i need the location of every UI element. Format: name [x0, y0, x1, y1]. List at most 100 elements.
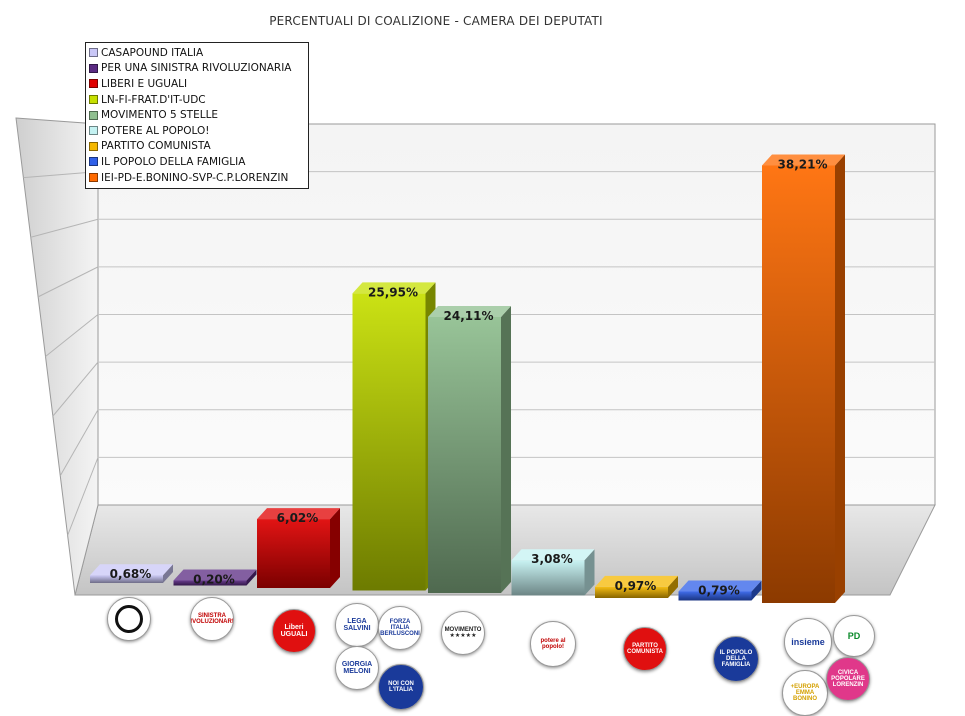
data-label-1: 0,20% — [193, 573, 235, 587]
partito-comunista-logo: PARTITO COMUNISTA — [623, 627, 667, 671]
casapound-logo — [107, 597, 151, 641]
popolo-famiglia-logo-text: IL POPOLO DELLA FAMIGLIA — [719, 650, 753, 668]
bar-front — [678, 591, 752, 601]
fratelli-italia-logo: GIORGIA MELONI — [335, 646, 379, 690]
movimento-5-stelle-logo: MOVIMENTO ★★★★★ — [441, 611, 485, 655]
civica-popolare-logo: CIVICA POPOLARE LORENZIN — [826, 657, 870, 701]
pd-logo-text: PD — [847, 630, 861, 641]
data-label-0: 0,68% — [110, 567, 152, 581]
potere-al-popolo-logo: potere al popolo! — [530, 621, 576, 667]
civica-popolare-logo-text: CIVICA POPOLARE LORENZIN — [831, 670, 865, 688]
bar-1 — [173, 569, 257, 586]
bar-side — [163, 564, 173, 583]
bar-front — [595, 586, 668, 598]
chart-title: PERCENTUALI DI COALIZIONE - CAMERA DEI D… — [269, 14, 603, 28]
liberi-uguali-logo-text: Liberi UGUALI — [280, 624, 308, 638]
lega-salvini-logo-text: LEGA SALVINI — [343, 618, 371, 632]
bar-side — [751, 580, 762, 601]
legend-item: POTERE AL POPOLO! — [89, 123, 305, 139]
legend-swatch — [89, 173, 98, 183]
legend-item: IL POPOLO DELLA FAMIGLIA — [89, 154, 305, 170]
noi-con-italia-logo: NOI CON L'ITALIA — [378, 664, 424, 710]
bar-top — [595, 575, 678, 587]
legend-item: LN-FI-FRAT.D'IT-UDC — [89, 92, 305, 108]
bar-top — [173, 569, 257, 581]
data-label-4: 24,11% — [444, 309, 494, 323]
legend-label: PARTITO COMUNISTA — [101, 140, 211, 153]
bar-side — [668, 575, 678, 598]
forza-italia-logo: FORZA ITALIA BERLUSCONI — [378, 606, 422, 650]
legend-label: IEI-PD-E.BONINO-SVP-C.P.LORENZIN — [101, 171, 289, 184]
legend-label: CASAPOUND ITALIA — [101, 46, 204, 59]
popolo-famiglia-logo: IL POPOLO DELLA FAMIGLIA — [713, 636, 759, 682]
bar-top — [678, 580, 762, 592]
legend-label: PER UNA SINISTRA RIVOLUZIONARIA — [101, 62, 292, 75]
legend-swatch — [89, 48, 98, 58]
movimento-5-stelle-logo-text: MOVIMENTO ★★★★★ — [444, 627, 482, 639]
legend-item: MOVIMENTO 5 STELLE — [89, 107, 305, 123]
bar-7 — [678, 580, 762, 601]
bar-front — [511, 560, 585, 596]
legend-swatch — [89, 110, 98, 120]
bar-top — [511, 549, 595, 561]
bar-front — [173, 580, 247, 586]
bar-top — [428, 305, 511, 317]
piu-europa-logo: +EUROPA EMMA BONINO — [782, 670, 828, 716]
insieme-logo-text: insieme — [791, 636, 825, 647]
legend-swatch — [89, 79, 98, 89]
legend-swatch — [89, 95, 98, 105]
pd-logo: PD — [833, 615, 875, 657]
lega-salvini-logo: LEGA SALVINI — [335, 603, 379, 647]
legend-swatch — [89, 141, 98, 151]
bar-top — [90, 564, 173, 576]
legend-swatch — [89, 157, 98, 167]
bar-front — [90, 575, 163, 583]
insieme-logo: insieme — [784, 618, 832, 666]
bar-side — [835, 154, 845, 604]
fratelli-italia-logo-text: GIORGIA MELONI — [341, 661, 373, 675]
legend-item: CASAPOUND ITALIA — [89, 45, 305, 61]
bar-2 — [257, 508, 340, 588]
bar-side — [501, 305, 511, 593]
data-label-5: 3,08% — [531, 552, 573, 566]
data-label-8: 38,21% — [778, 157, 828, 171]
bar-front — [257, 519, 330, 588]
bar-top — [257, 508, 340, 520]
legend-label: LN-FI-FRAT.D'IT-UDC — [101, 93, 206, 106]
bar-8 — [762, 154, 845, 604]
bar-4 — [428, 305, 511, 593]
legend-item: LIBERI E UGUALI — [89, 76, 305, 92]
bar-side — [584, 549, 595, 596]
data-label-6: 0,97% — [615, 579, 657, 593]
bar-front — [762, 165, 835, 604]
bar-3 — [352, 282, 436, 591]
legend-label: POTERE AL POPOLO! — [101, 124, 210, 137]
sinistra-rivoluzionaria-logo-text: SINISTRA RIVOLUZIONARIA — [190, 613, 234, 625]
legend-swatch — [89, 126, 98, 136]
bar-0 — [90, 564, 173, 583]
legend-label: LIBERI E UGUALI — [101, 77, 188, 90]
turtle-emblem-icon — [115, 605, 143, 633]
legend-item: IEI-PD-E.BONINO-SVP-C.P.LORENZIN — [89, 170, 305, 186]
bar-side — [246, 569, 257, 586]
bar-front — [352, 293, 426, 591]
data-label-7: 0,79% — [698, 583, 740, 597]
bar-5 — [511, 549, 595, 596]
bar-top — [762, 154, 845, 166]
bar-top — [352, 282, 436, 294]
data-label-3: 25,95% — [368, 285, 418, 299]
legend-item: PER UNA SINISTRA RIVOLUZIONARIA — [89, 61, 305, 77]
forza-italia-logo-text: FORZA ITALIA BERLUSCONI — [380, 619, 420, 637]
legend-label: MOVIMENTO 5 STELLE — [101, 109, 219, 122]
chart-bars — [90, 154, 845, 604]
potere-al-popolo-logo-text: potere al popolo! — [540, 638, 566, 650]
partito-comunista-logo-text: PARTITO COMUNISTA — [627, 643, 663, 655]
legend-item: PARTITO COMUNISTA — [89, 139, 305, 155]
chart-data-labels: 0,68% 0,20% 6,02% 25,95% 24,11% 3,08% 0,97% 0,7… — [110, 157, 828, 597]
noi-con-italia-logo-text: NOI CON L'ITALIA — [388, 681, 414, 693]
legend-swatch — [89, 63, 98, 73]
bar-side — [330, 508, 340, 588]
bar-front — [428, 316, 501, 593]
piu-europa-logo-text: +EUROPA EMMA BONINO — [790, 684, 820, 702]
